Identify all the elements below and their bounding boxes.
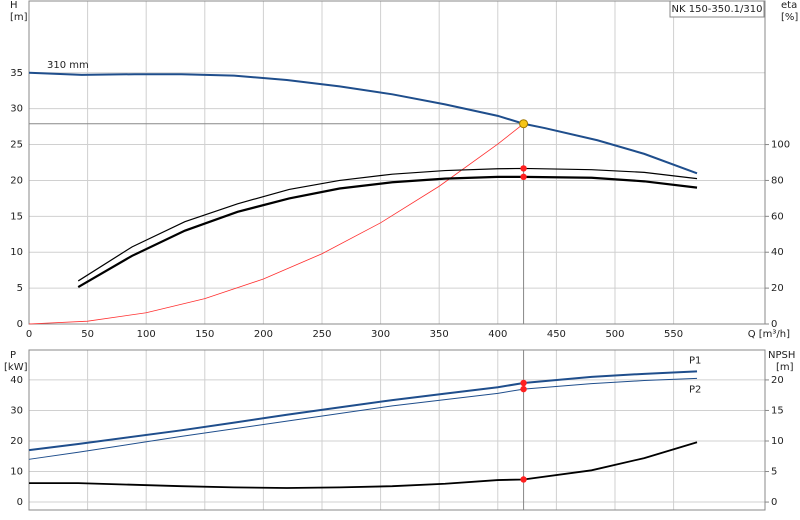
x-axis-label: Q [m³/h] <box>748 329 790 340</box>
curve <box>28 370 698 452</box>
x-tick-label: 0 <box>26 329 32 340</box>
y-tick-label: 20 <box>10 175 23 186</box>
x-tick-label: 250 <box>312 329 331 340</box>
y2-tick-label: 60 <box>771 211 784 222</box>
curve <box>28 123 524 325</box>
y2-tick-label: 20 <box>771 283 784 294</box>
x-tick-label: 200 <box>254 329 273 340</box>
x-tick-label: 150 <box>195 329 214 340</box>
y2-axis-label: NPSH <box>768 350 795 361</box>
y-tick-label: 0 <box>17 497 23 508</box>
y-tick-label: 40 <box>10 375 23 386</box>
curve-label: P1 <box>689 355 701 366</box>
y2-tick-label: 0 <box>771 497 777 508</box>
y-axis-unit: [m] <box>10 12 28 23</box>
y2-tick-label: 10 <box>771 436 784 447</box>
x-tick-label: 550 <box>664 329 683 340</box>
y2-tick-label: 15 <box>771 405 784 416</box>
y2-tick-label: 40 <box>771 247 784 258</box>
y2-axis-unit: [m] <box>776 362 794 373</box>
curve <box>29 441 698 489</box>
y2-tick-label: 20 <box>771 375 784 386</box>
x-tick-label: 500 <box>605 329 624 340</box>
chart-title: NK 150-350.1/310 <box>672 4 763 15</box>
y-tick-label: 35 <box>10 68 23 79</box>
y-tick-label: 0 <box>17 319 23 330</box>
duty-marker <box>520 476 527 483</box>
y2-tick-label: 0 <box>771 319 777 330</box>
y2-tick-label: 5 <box>771 467 777 478</box>
curve <box>77 167 698 282</box>
duty-point <box>519 119 529 129</box>
curve-label: P2 <box>689 384 701 395</box>
x-tick-label: 400 <box>488 329 507 340</box>
y-axis-label: P <box>10 350 16 361</box>
y2-tick-label: 100 <box>771 140 790 151</box>
duty-marker <box>520 385 527 393</box>
y-axis-unit: [kW] <box>4 362 28 373</box>
y-tick-label: 10 <box>10 247 23 258</box>
curve <box>28 71 698 175</box>
y-tick-label: 5 <box>17 283 23 294</box>
curve <box>77 175 698 288</box>
y2-axis-label: eta <box>781 0 797 11</box>
x-tick-label: 300 <box>371 329 390 340</box>
y-tick-label: 15 <box>10 211 23 222</box>
curve-label: 310 mm <box>47 60 89 71</box>
plot-frame <box>28 0 766 325</box>
duty-marker <box>520 379 527 387</box>
curve <box>28 377 698 460</box>
y-tick-label: 25 <box>10 140 23 151</box>
y-tick-label: 30 <box>10 405 23 416</box>
plot-frame <box>28 349 766 511</box>
y-axis-label: H <box>10 0 18 11</box>
x-tick-label: 50 <box>81 329 94 340</box>
duty-marker <box>520 165 527 172</box>
duty-marker <box>520 173 527 181</box>
title-box <box>669 0 765 18</box>
y-tick-label: 10 <box>10 467 23 478</box>
y-tick-label: 30 <box>10 104 23 115</box>
y2-axis-unit: [%] <box>781 12 798 23</box>
x-tick-label: 100 <box>137 329 156 340</box>
y2-tick-label: 80 <box>771 175 784 186</box>
x-tick-label: 350 <box>430 329 449 340</box>
x-tick-label: 450 <box>547 329 566 340</box>
y-tick-label: 20 <box>10 436 23 447</box>
